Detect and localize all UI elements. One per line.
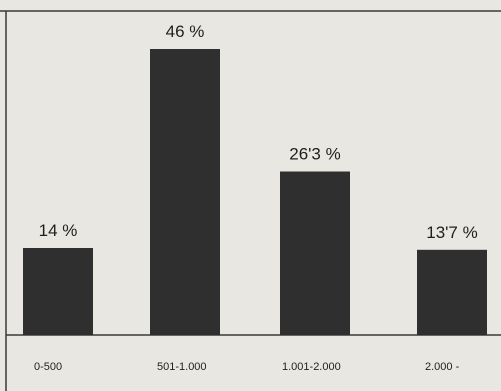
bar-1	[23, 248, 93, 335]
value-label-4: 13'7 %	[426, 223, 477, 242]
value-label-2: 46 %	[166, 22, 205, 41]
bar-3	[280, 171, 350, 335]
bar-2	[150, 49, 220, 335]
value-label-3: 26'3 %	[289, 145, 340, 164]
bar-4	[417, 249, 487, 335]
x-tick-label-4: 2.000 -	[425, 361, 460, 373]
x-tick-label-2: 501-1.000	[157, 361, 207, 373]
x-tick-label-1: 0-500	[34, 361, 62, 373]
value-label-1: 14 %	[39, 221, 78, 240]
x-tick-label-3: 1.001-2.000	[282, 361, 341, 373]
